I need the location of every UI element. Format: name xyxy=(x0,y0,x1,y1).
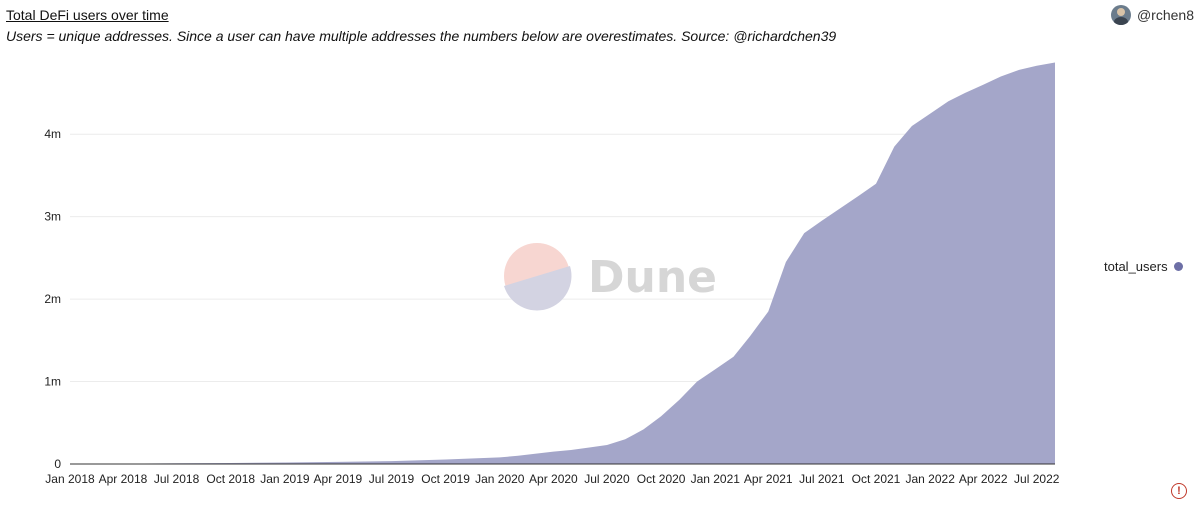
x-tick-label: Jan 2019 xyxy=(260,472,310,486)
series-area-total-users[interactable] xyxy=(70,62,1055,465)
x-tick-label: Jul 2021 xyxy=(799,472,845,486)
x-tick-label: Jul 2020 xyxy=(584,472,630,486)
y-tick-label: 4m xyxy=(44,127,61,141)
dune-watermark-text: Dune xyxy=(588,252,717,303)
y-tick-label: 2m xyxy=(44,292,61,306)
x-tick-label: Apr 2021 xyxy=(744,472,793,486)
x-tick-label: Jan 2020 xyxy=(475,472,525,486)
dune-watermark: Dune xyxy=(504,243,717,311)
x-tick-label: Apr 2020 xyxy=(529,472,578,486)
chart-subtitle: Users = unique addresses. Since a user c… xyxy=(6,28,837,44)
author-link[interactable]: @rchen8 xyxy=(1110,5,1194,25)
x-tick-label: Jul 2019 xyxy=(369,472,415,486)
error-circle-icon[interactable]: ! xyxy=(1171,483,1187,499)
x-tick-label: Oct 2018 xyxy=(206,472,255,486)
chart-title[interactable]: Total DeFi users over time xyxy=(6,7,169,23)
x-tick-label: Jul 2018 xyxy=(154,472,200,486)
y-tick-label: 3m xyxy=(44,210,61,224)
x-tick-label: Apr 2019 xyxy=(314,472,363,486)
user-avatar-icon xyxy=(1110,5,1131,25)
legend-dot-icon xyxy=(1173,262,1183,271)
x-tick-label: Oct 2020 xyxy=(637,472,686,486)
x-tick-label: Apr 2022 xyxy=(959,472,1008,486)
x-tick-label: Apr 2018 xyxy=(99,472,148,486)
x-tick-label: Oct 2021 xyxy=(852,472,901,486)
legend-label: total_users xyxy=(1104,259,1168,274)
x-tick-label: Oct 2019 xyxy=(421,472,470,486)
x-axis-ticks: Jan 2018 Apr 2018 Jul 2018 Oct 2018 Jan 2019… xyxy=(45,472,1059,486)
y-axis-ticks: 0 1m 2m 3m 4m xyxy=(44,127,61,471)
legend-item-total-users[interactable]: total_users xyxy=(1104,259,1183,274)
y-tick-label: 1m xyxy=(44,375,61,389)
y-tick-label: 0 xyxy=(54,457,61,471)
x-tick-label: Jan 2022 xyxy=(905,472,955,486)
x-tick-label: Jan 2021 xyxy=(691,472,741,486)
x-tick-label: Jan 2018 xyxy=(45,472,95,486)
author-name: @rchen8 xyxy=(1136,7,1194,23)
dune-logo-shade xyxy=(504,266,572,311)
x-tick-label: Jul 2022 xyxy=(1014,472,1060,486)
